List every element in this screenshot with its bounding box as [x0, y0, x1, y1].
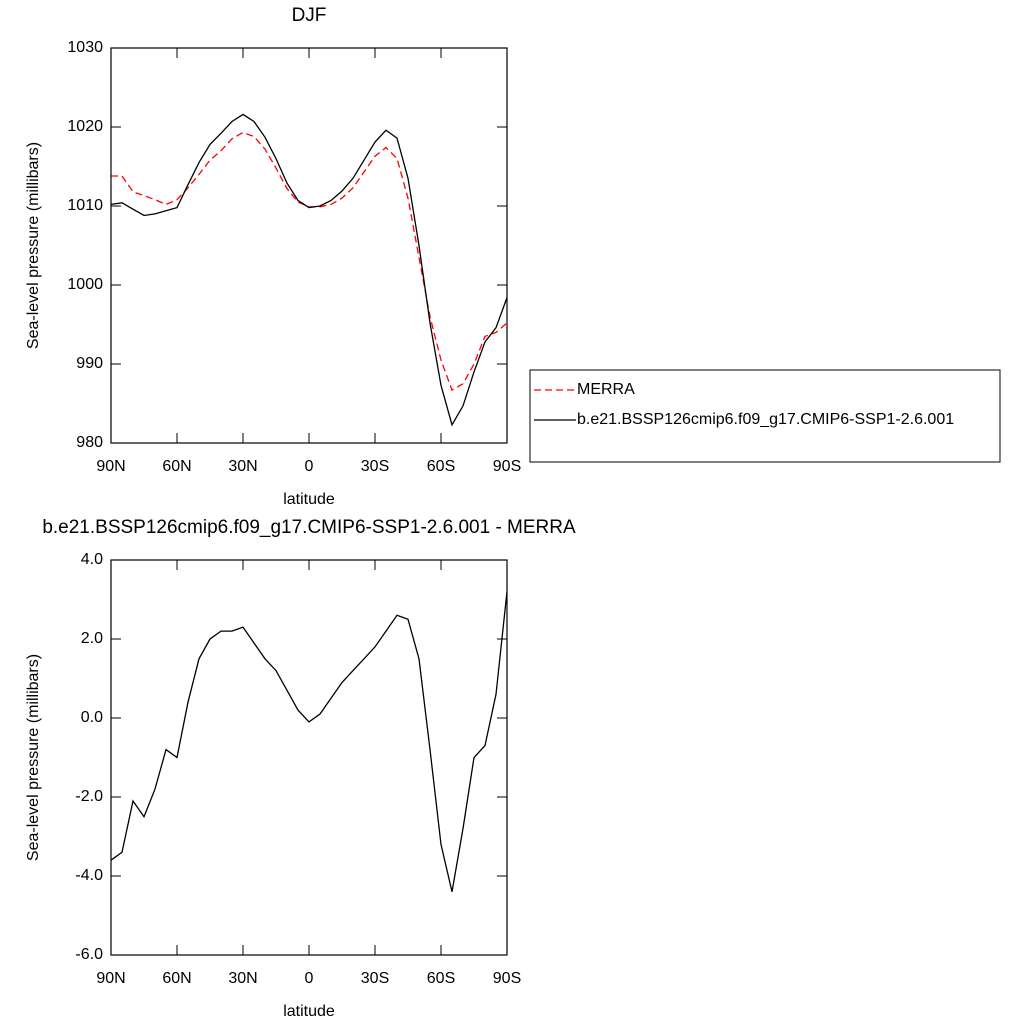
- x-tick-label: 0: [305, 458, 314, 475]
- y-tick-label: 0.0: [81, 709, 103, 726]
- x-tick-label: 90S: [493, 970, 521, 987]
- chart-title: DJF: [292, 5, 327, 26]
- y-tick-label: 1000: [67, 276, 103, 293]
- x-tick-label: 90S: [493, 458, 521, 475]
- x-tick-label: 30S: [361, 970, 389, 987]
- y-tick-label: 2.0: [81, 630, 103, 647]
- x-tick-label: 90N: [96, 970, 125, 987]
- y-tick-label: 1010: [67, 197, 103, 214]
- x-tick-label: 60S: [427, 970, 455, 987]
- legend-label: b.e21.BSSP126cmip6.f09_g17.CMIP6-SSP1-2.…: [577, 411, 954, 428]
- data-line: [110, 591, 508, 892]
- x-tick-label: 60S: [427, 458, 455, 475]
- legend-box: [529, 369, 1001, 463]
- x-tick-label: 30S: [361, 458, 389, 475]
- x-tick-label: 0: [305, 970, 314, 987]
- x-axis-label: latitude: [283, 1003, 335, 1020]
- y-axis-label: Sea-level pressure (millibars): [25, 654, 42, 861]
- x-tick-label: 90N: [96, 458, 125, 475]
- x-tick-label: 30N: [228, 458, 257, 475]
- data-line: [111, 131, 508, 392]
- y-tick-label: -2.0: [75, 788, 103, 805]
- y-tick-label: 1020: [67, 118, 103, 135]
- x-tick-label: 60N: [162, 458, 191, 475]
- chart-title: b.e21.BSSP126cmip6.f09_g17.CMIP6-SSP1-2.…: [42, 517, 576, 538]
- y-axis-label: Sea-level pressure (millibars): [25, 142, 42, 349]
- y-tick-label: 990: [76, 355, 103, 372]
- y-tick-label: -6.0: [75, 946, 103, 963]
- legend-label: MERRA: [577, 381, 635, 398]
- x-tick-label: 60N: [162, 970, 191, 987]
- y-tick-label: 1030: [67, 39, 103, 56]
- plot-frame: [110, 559, 508, 956]
- data-line: [110, 113, 508, 427]
- y-tick-label: -4.0: [75, 867, 103, 884]
- plot-frame: [110, 47, 508, 444]
- y-tick-label: 4.0: [81, 551, 103, 568]
- y-tick-label: 980: [76, 434, 103, 451]
- x-axis-label: latitude: [283, 491, 335, 508]
- x-tick-label: 30N: [228, 970, 257, 987]
